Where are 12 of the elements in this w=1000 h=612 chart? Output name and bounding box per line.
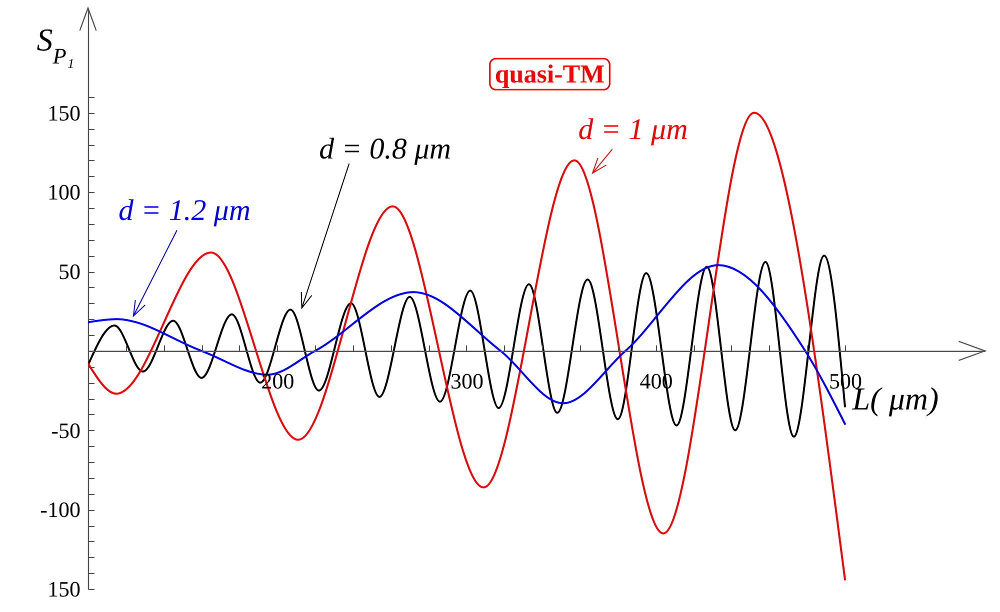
y-tick-label: 100 [48, 180, 80, 205]
y-tick-label: -50 [51, 418, 80, 443]
annotation: quasi-TM [494, 60, 605, 89]
text: d = 1.2 μm [118, 194, 250, 228]
y-tick-label: 50 [58, 259, 80, 284]
legend-label: d = 1 μm [578, 113, 688, 146]
y-axis-title: S$_{P₁}$ [36, 22, 74, 68]
y-tick-label: 150 [48, 576, 80, 602]
x-tick-label: 300 [450, 368, 484, 394]
y-tick-label: 150 [48, 100, 80, 126]
y-tick-label: -100 [40, 497, 80, 522]
text: d = 0.8 μm [319, 132, 452, 166]
